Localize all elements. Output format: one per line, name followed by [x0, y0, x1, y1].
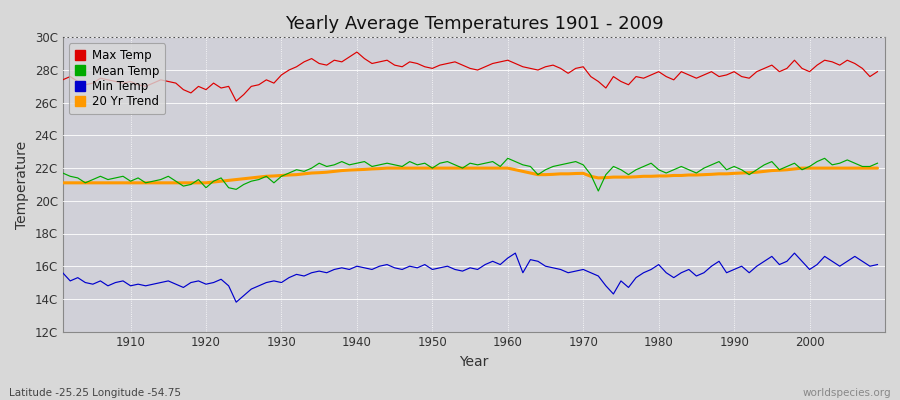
Y-axis label: Temperature: Temperature — [15, 140, 29, 228]
Text: worldspecies.org: worldspecies.org — [803, 388, 891, 398]
Text: Latitude -25.25 Longitude -54.75: Latitude -25.25 Longitude -54.75 — [9, 388, 181, 398]
Legend: Max Temp, Mean Temp, Min Temp, 20 Yr Trend: Max Temp, Mean Temp, Min Temp, 20 Yr Tre… — [68, 43, 166, 114]
Title: Yearly Average Temperatures 1901 - 2009: Yearly Average Temperatures 1901 - 2009 — [284, 15, 663, 33]
X-axis label: Year: Year — [459, 355, 489, 369]
